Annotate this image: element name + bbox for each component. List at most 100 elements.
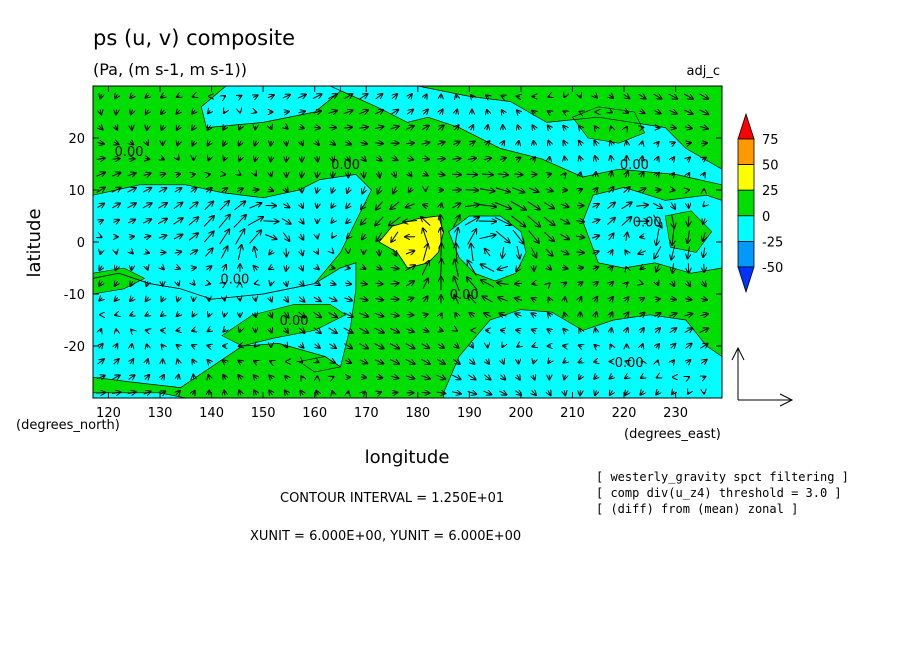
filter-note-2: [ comp div(u_z4) threshold = 3.0 ] <box>596 486 842 500</box>
contour-interval-text: CONTOUR INTERVAL = 1.250E+01 <box>280 491 504 506</box>
wind-vector <box>594 361 597 362</box>
wind-vector <box>640 328 644 333</box>
wind-vector <box>332 391 333 394</box>
wind-vector <box>189 202 197 210</box>
wind-vector <box>515 391 521 395</box>
wind-vector <box>451 392 461 394</box>
wind-vector <box>576 221 584 222</box>
x-unit-label: (degrees_east) <box>624 427 721 442</box>
wind-vector <box>270 297 272 302</box>
wind-vector <box>374 343 384 349</box>
wind-vector <box>298 328 304 333</box>
wind-vector <box>143 392 151 395</box>
wind-vector <box>332 156 334 161</box>
wind-vector <box>642 142 643 145</box>
wind-vector <box>564 313 566 317</box>
wind-vector <box>421 217 431 226</box>
wind-vector <box>638 188 646 191</box>
wind-vector <box>657 282 659 285</box>
wind-vector <box>233 215 246 228</box>
wind-vector <box>331 361 335 363</box>
wind-vector <box>142 203 152 209</box>
wind-vector <box>640 313 645 317</box>
wind-vector <box>312 94 322 98</box>
wind-vector <box>375 94 383 99</box>
wind-vector <box>471 344 473 347</box>
wind-vector <box>545 248 553 256</box>
wind-vector <box>527 215 541 227</box>
wind-vector <box>625 111 628 113</box>
wind-vector <box>609 297 613 302</box>
wind-vector <box>100 94 101 98</box>
wind-vector <box>99 266 102 271</box>
wind-vector <box>286 265 287 271</box>
colorbar-label: -50 <box>762 261 783 276</box>
experiment-label: adj_c <box>687 64 720 79</box>
wind-vector <box>224 313 225 317</box>
wind-vector <box>146 314 149 316</box>
wind-vector <box>580 112 581 113</box>
wind-vector <box>548 126 551 130</box>
filter-note-3: [ (diff) from (mean) zonal ] <box>596 502 798 516</box>
wind-vector <box>332 236 333 238</box>
wind-vector <box>204 202 213 211</box>
wind-vector <box>487 110 488 114</box>
x-axis-ticks: 120 130 140 150 160 170 180 190 200 210 220 230 <box>96 86 688 421</box>
colorbar-segment <box>737 164 755 191</box>
wind-vector <box>607 203 615 210</box>
wind-vector <box>423 314 428 315</box>
zero-contour-line <box>93 262 357 388</box>
wind-vector <box>192 141 194 146</box>
wind-vector <box>130 297 133 301</box>
wind-vector <box>315 344 320 348</box>
wind-vector <box>157 219 167 225</box>
wind-vector <box>423 205 428 207</box>
wind-vector <box>99 126 103 130</box>
wind-vector <box>317 251 319 254</box>
wind-vector <box>176 110 179 114</box>
wind-vector <box>97 359 104 364</box>
wind-vector <box>281 218 291 224</box>
wind-vector <box>208 141 211 146</box>
wind-vector <box>625 312 629 317</box>
wind-vector <box>390 126 398 129</box>
wind-vector <box>301 141 303 145</box>
wind-vector <box>284 311 288 318</box>
wind-vector <box>579 375 581 379</box>
wind-vector <box>313 111 322 113</box>
wind-vector <box>440 313 441 316</box>
wind-vector <box>270 282 271 285</box>
wind-vector <box>177 158 178 160</box>
wind-vector <box>145 375 149 380</box>
reference-vector <box>731 346 794 407</box>
wind-vector <box>452 215 459 228</box>
wind-vector <box>672 157 674 160</box>
wind-vector <box>595 172 596 177</box>
contour-label: 0.00 <box>633 215 662 230</box>
y-tick-label: -10 <box>64 288 85 303</box>
wind-vector <box>239 126 241 130</box>
wind-vector <box>393 248 397 256</box>
wind-vector <box>301 376 302 378</box>
wind-vector <box>626 141 627 145</box>
wind-vector <box>223 126 226 130</box>
wind-vector <box>530 247 536 257</box>
wind-vector <box>703 247 705 257</box>
wind-vector <box>671 245 675 259</box>
chart-subtitle: (Pa, (m s-1, m s-1)) <box>93 60 247 79</box>
wind-vector <box>379 249 380 255</box>
wind-vector <box>178 297 179 301</box>
wind-vector <box>300 219 304 224</box>
wind-vector <box>469 141 475 145</box>
wind-vector <box>687 360 691 363</box>
wind-vector <box>394 172 396 177</box>
wind-vector <box>594 188 598 192</box>
wind-vector <box>532 391 536 396</box>
ps-positive-island <box>572 106 646 144</box>
wind-vector <box>423 110 428 115</box>
wind-vector <box>224 157 225 160</box>
wind-vector <box>494 201 511 208</box>
wind-vector <box>482 296 493 303</box>
wind-vector <box>347 268 350 269</box>
